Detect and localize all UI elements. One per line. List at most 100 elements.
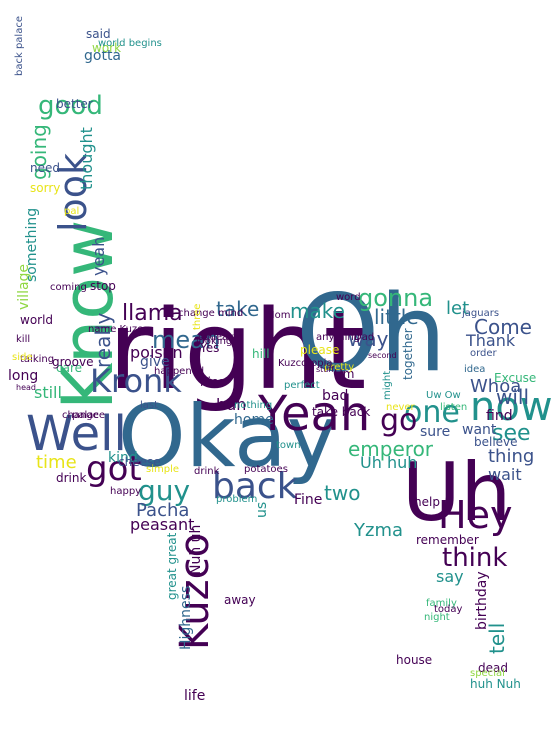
cloud-word-dead: dead bbox=[478, 661, 508, 675]
cloud-word-word: word bbox=[336, 292, 361, 303]
cloud-word-thing: thing bbox=[488, 446, 534, 467]
cloud-word-idea: idea bbox=[464, 364, 485, 375]
cloud-word-think: think bbox=[442, 543, 507, 573]
cloud-word-better: better bbox=[56, 97, 93, 111]
cloud-word-coming: coming bbox=[50, 282, 87, 293]
cloud-word-family: family bbox=[426, 598, 457, 609]
cloud-word-wait: wait bbox=[488, 465, 522, 484]
cloud-word-pacha: Pacha bbox=[136, 500, 189, 521]
cloud-word-change: change bbox=[62, 410, 99, 421]
cloud-word-guy: guy bbox=[138, 474, 190, 507]
cloud-word-night: night bbox=[424, 612, 450, 623]
cloud-word-might: might bbox=[382, 371, 393, 400]
cloud-word-let: let bbox=[446, 298, 469, 319]
cloud-word-thank: Thank bbox=[465, 331, 516, 350]
cloud-word-pal: pal bbox=[64, 206, 79, 217]
cloud-word-see: see bbox=[492, 421, 531, 446]
cloud-word-mean: mean bbox=[152, 326, 220, 354]
cloud-word-back-palace: back palace bbox=[14, 16, 25, 76]
cloud-word-dad: Dad bbox=[354, 332, 374, 343]
cloud-word-one: one bbox=[404, 395, 460, 430]
cloud-word-good: good bbox=[38, 91, 103, 121]
cloud-word-kronk: Kronk bbox=[90, 362, 182, 400]
cloud-word-gonna: gonna bbox=[358, 284, 433, 312]
cloud-word-something: something bbox=[24, 208, 40, 282]
cloud-word-sure: sure bbox=[420, 424, 450, 440]
cloud-word-drink: drink bbox=[194, 466, 220, 477]
cloud-word-talking: talking bbox=[20, 354, 54, 365]
cloud-word-life: life bbox=[184, 688, 205, 704]
cloud-word-nothing: nothing bbox=[234, 400, 272, 411]
cloud-word-time: time bbox=[36, 452, 77, 473]
cloud-word-uw-ow: Uw Ow bbox=[426, 390, 461, 401]
cloud-word-sorry: sorry bbox=[30, 181, 60, 195]
cloud-word-yeah: Yeah bbox=[257, 386, 370, 442]
cloud-word-groove: groove bbox=[52, 355, 93, 369]
cloud-word-potatoes: potatoes bbox=[244, 464, 288, 475]
cloud-word-yeah: yeah bbox=[89, 237, 108, 276]
cloud-word-need: need bbox=[30, 161, 60, 175]
cloud-word-us: us bbox=[254, 502, 270, 518]
cloud-word-nice: nice bbox=[200, 375, 225, 389]
cloud-word-world-begins: world begins bbox=[98, 38, 162, 49]
cloud-word-poison: poison bbox=[130, 343, 183, 362]
cloud-word-yzma: Yzma bbox=[353, 520, 403, 541]
cloud-word-emperor: emperor bbox=[348, 437, 434, 461]
cloud-word-uh: Uh bbox=[402, 446, 511, 539]
cloud-word-peasant: peasant bbox=[130, 515, 194, 534]
cloud-word-well: Well bbox=[26, 406, 127, 462]
cloud-word-okay: Okay bbox=[118, 387, 338, 487]
cloud-word-um: Um bbox=[334, 367, 354, 381]
cloud-word-right: right bbox=[108, 286, 366, 414]
cloud-word-second: second bbox=[368, 351, 397, 360]
cloud-word-jaguars: jaguars bbox=[461, 308, 499, 319]
cloud-word-hill: hill bbox=[252, 347, 270, 361]
cloud-word-please: please bbox=[300, 343, 339, 357]
cloud-word-come: Come bbox=[474, 315, 532, 339]
cloud-word-home: home bbox=[234, 412, 274, 428]
cloud-word-give: give bbox=[140, 354, 170, 370]
cloud-word-oh: Oh bbox=[296, 272, 447, 395]
cloud-word-make: make bbox=[290, 299, 345, 323]
cloud-word-excuse: Excuse bbox=[494, 371, 536, 385]
cloud-word-anything: anything bbox=[316, 332, 360, 343]
cloud-word-tell: tell bbox=[485, 623, 509, 654]
cloud-word-remember: remember bbox=[416, 533, 479, 547]
cloud-word-huh-nuh: huh Nuh bbox=[470, 677, 521, 691]
cloud-word-bad: bad bbox=[322, 388, 348, 404]
cloud-word-stuff: stuff bbox=[316, 365, 334, 374]
cloud-word-cheese: cheese bbox=[118, 455, 161, 469]
cloud-word-two: two bbox=[324, 481, 360, 505]
cloud-word-take: take bbox=[216, 297, 259, 321]
cloud-word-birthday: birthday bbox=[474, 571, 490, 630]
cloud-word-back: back bbox=[212, 466, 298, 507]
cloud-word-uh-huh: Uh huh bbox=[360, 453, 417, 472]
cloud-word-away: away bbox=[224, 593, 256, 607]
cloud-word-change-mind: change mind bbox=[178, 308, 243, 319]
cloud-word-kill: kill bbox=[16, 334, 30, 345]
cloud-word-pretty: pretty bbox=[324, 362, 354, 373]
cloud-word-great-great: great great bbox=[165, 532, 179, 600]
cloud-word-look: look bbox=[51, 153, 95, 232]
cloud-word-squeakin: squeakin bbox=[198, 332, 243, 343]
cloud-word-kuzco: Kuzco bbox=[172, 533, 218, 650]
cloud-word-together: together bbox=[401, 328, 415, 380]
cloud-word-today: today bbox=[434, 604, 463, 615]
cloud-word-last: last bbox=[140, 400, 158, 411]
cloud-word-simple: simple bbox=[146, 464, 179, 475]
cloud-word-fine: Fine bbox=[294, 492, 322, 508]
cloud-word-town: town bbox=[276, 440, 301, 451]
cloud-word-long: long bbox=[8, 368, 38, 384]
cloud-word-looking: looking bbox=[196, 336, 232, 347]
cloud-word-going: going bbox=[27, 124, 51, 180]
cloud-word-hey: Hey bbox=[438, 493, 512, 537]
cloud-word-help: help bbox=[414, 495, 440, 509]
cloud-word-believe: believe bbox=[474, 435, 518, 449]
cloud-word-care: care bbox=[56, 361, 82, 375]
cloud-word-little: little bbox=[374, 305, 419, 329]
cloud-word-nuh-uh: Nuh uh bbox=[188, 525, 204, 575]
cloud-word-mom: Mom bbox=[266, 310, 291, 321]
cloud-word-gotta: gotta bbox=[84, 48, 121, 64]
cloud-word-said: said bbox=[86, 27, 111, 41]
